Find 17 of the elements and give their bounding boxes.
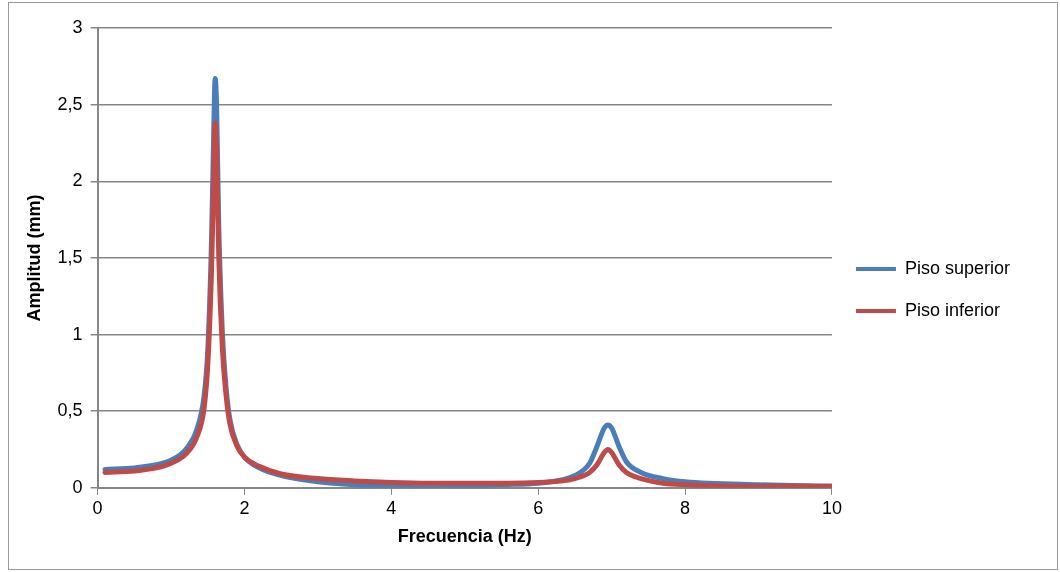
x-tick-label: 2 — [239, 497, 250, 518]
x-tick-label: 6 — [533, 497, 544, 518]
y-tick-label: 1 — [72, 323, 83, 344]
x-tick-label: 10 — [821, 497, 842, 518]
y-tick-label: 2 — [72, 170, 83, 191]
x-tick-label: 4 — [386, 497, 397, 518]
y-axis-title: Amplitud (mm) — [23, 194, 44, 322]
y-tick-label: 0,5 — [57, 400, 83, 421]
x-tick-label: 8 — [680, 497, 691, 518]
legend-label: Piso superior — [904, 257, 1011, 278]
y-tick-label: 2,5 — [57, 93, 83, 114]
y-tick-label: 1,5 — [57, 246, 83, 267]
y-tick-label: 3 — [72, 16, 83, 37]
y-tick-label: 0 — [72, 476, 83, 497]
x-axis-title: Frecuencia (Hz) — [397, 526, 532, 547]
x-tick-label: 0 — [92, 497, 103, 518]
legend-label: Piso inferior — [904, 299, 1000, 320]
